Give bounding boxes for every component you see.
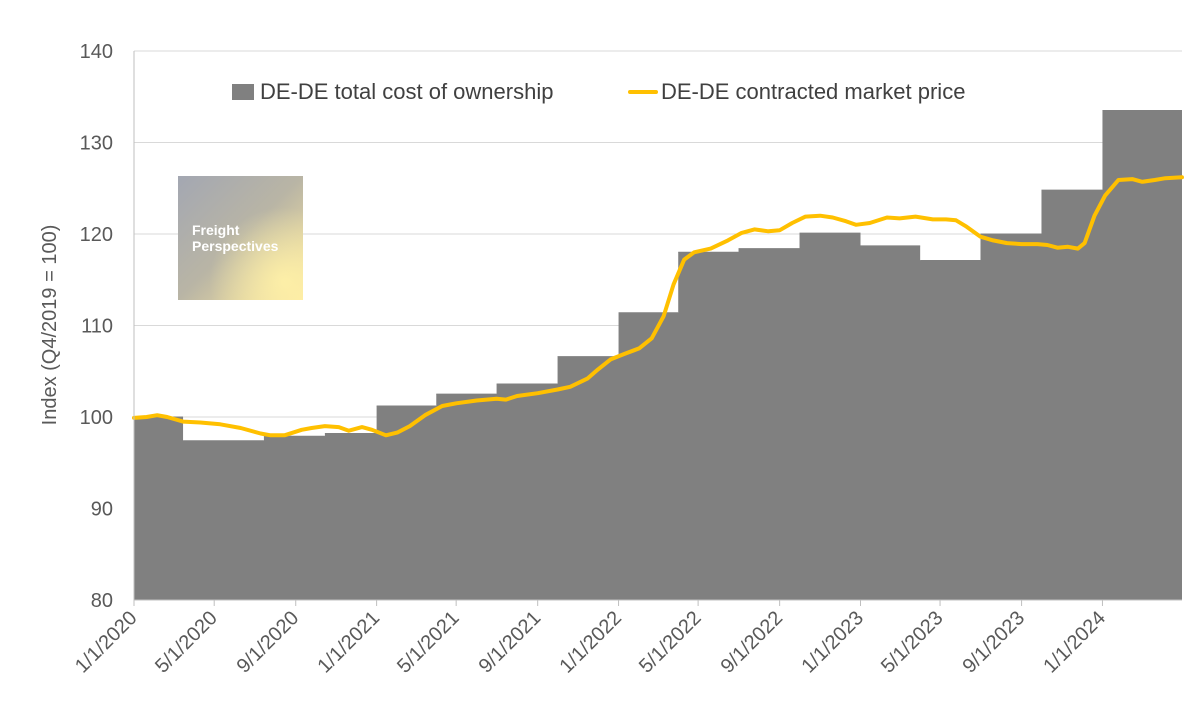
- axes: [133, 51, 1182, 601]
- y-tick-label-80: 80: [91, 590, 113, 612]
- y-tick-label-130: 130: [80, 133, 113, 155]
- x-tick-label-10: 5/1/2023: [877, 607, 948, 678]
- market-price-line-series: [132, 175, 1184, 438]
- x-tick-label-8: 9/1/2022: [717, 607, 788, 678]
- freight-perspectives-logo: Freight Perspectives: [178, 176, 303, 300]
- legend: DE-DE total cost of ownership DE-DE cont…: [232, 79, 965, 104]
- x-tick-label-7: 5/1/2022: [635, 607, 706, 678]
- legend-label-market-price: DE-DE contracted market price: [661, 79, 965, 104]
- legend-swatch-tco: [232, 84, 254, 100]
- y-tick-label-90: 90: [91, 499, 113, 521]
- y-axis-title: Index (Q4/2019 = 100): [39, 225, 61, 426]
- logo-text-line1: Freight: [192, 222, 240, 238]
- x-tick-label-3: 1/1/2021: [314, 607, 385, 678]
- y-tick-label-120: 120: [80, 224, 113, 246]
- y-tick-labels: 80 90 100 110 120 130 140: [80, 41, 113, 612]
- y-tick-label-110: 110: [81, 316, 113, 338]
- logo-text-line2: Perspectives: [192, 238, 279, 254]
- x-tick-label-1: 5/1/2020: [151, 607, 222, 678]
- y-tick-label-140: 140: [80, 41, 113, 63]
- x-tick-label-0: 1/1/2020: [71, 607, 142, 678]
- x-tick-label-9: 1/1/2023: [797, 607, 868, 678]
- legend-label-tco: DE-DE total cost of ownership: [260, 79, 553, 104]
- x-tick-label-4: 5/1/2021: [393, 607, 464, 678]
- x-tick-label-2: 9/1/2020: [233, 607, 304, 678]
- x-tick-label-5: 9/1/2021: [475, 607, 546, 678]
- x-tick-label-12: 1/1/2024: [1039, 607, 1110, 678]
- market-price-line: [132, 175, 1184, 438]
- y-tick-label-100: 100: [80, 407, 113, 429]
- tco-area-series: [134, 109, 1182, 600]
- x-tick-label-6: 1/1/2022: [555, 607, 626, 678]
- x-tick-labels: 1/1/2020 5/1/2020 9/1/2020 1/1/2021 5/1/2021…: [71, 600, 1110, 678]
- x-tick-label-11: 9/1/2023: [959, 607, 1030, 678]
- tco-area: [134, 110, 1182, 600]
